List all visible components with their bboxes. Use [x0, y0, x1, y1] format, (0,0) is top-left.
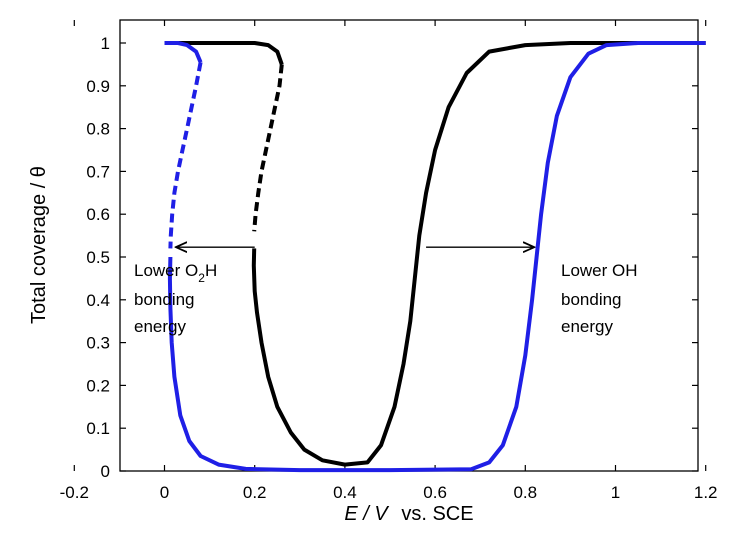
y-tick-label: 0.1	[86, 419, 110, 438]
axis-ticks: -0.2 0 0.2 0.4 0.6 0.8 1 1.2 0 0.1 0.2 0.3 0.4 0.5 0.6…	[60, 20, 718, 502]
y-tick-label: 0.7	[86, 162, 110, 181]
x-tick-label: 0.4	[333, 483, 357, 502]
right-label-line3: energy	[561, 317, 613, 336]
black-curve-solid-segment	[164, 41, 284, 66]
black-curve-solid-segment	[251, 41, 706, 467]
y-tick-label: 0	[101, 462, 110, 481]
x-tick-label: 0	[160, 483, 169, 502]
y-tick-label: 1	[101, 34, 110, 53]
blue-curve-solid-segment	[164, 41, 203, 64]
x-tick-label: 1	[611, 483, 620, 502]
blue-curve-dashed-segment	[168, 61, 203, 249]
black-curve-dashed-segment	[252, 64, 284, 232]
x-tick-label: -0.2	[60, 483, 89, 502]
y-tick-label: 0.3	[86, 334, 110, 353]
right-label-line1: Lower OH	[561, 261, 638, 280]
x-tick-label: 0.6	[423, 483, 447, 502]
x-tick-label: 0.2	[243, 483, 267, 502]
x-tick-label: 0.8	[513, 483, 537, 502]
y-tick-label: 0.6	[86, 205, 110, 224]
y-tick-label: 0.2	[86, 376, 110, 395]
blue-curve-solid-segment	[167, 41, 706, 473]
plot-area-frame	[119, 19, 699, 472]
y-tick-label: 0.8	[86, 120, 110, 139]
y-tick-label: 0.4	[86, 291, 110, 310]
y-axis-title: Total coverage / θ	[28, 166, 50, 324]
x-axis-title-unit: vs. SCE	[401, 503, 473, 525]
left-label-line2: bonding	[134, 290, 195, 309]
left-label-line1: Lower O2H	[134, 261, 217, 285]
left-label-line3: energy	[134, 317, 186, 336]
x-axis-title-italic: E / V	[344, 503, 389, 525]
left-label-subscript: 2	[198, 271, 205, 285]
right-label-line2: bonding	[561, 290, 622, 309]
y-tick-label: 0.5	[86, 248, 110, 267]
left-label-prefix: Lower O	[134, 261, 198, 280]
x-tick-label: 1.2	[694, 483, 718, 502]
x-axis-title: E / V vs. SCE	[344, 503, 473, 525]
data-curves	[164, 41, 706, 473]
y-tick-label: 0.9	[86, 77, 110, 96]
left-label-suffix: H	[205, 261, 217, 280]
